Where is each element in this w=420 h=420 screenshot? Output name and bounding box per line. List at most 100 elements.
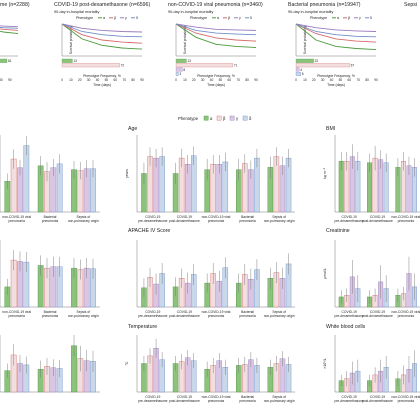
bar-delta bbox=[23, 145, 30, 213]
bar-category-label: COVID-19 pre-dexamethasone bbox=[138, 215, 167, 223]
km-legend-title: Phenotype bbox=[310, 16, 327, 20]
freq-bar bbox=[295, 72, 301, 76]
km-title: non-COVID-19 viral pneumonia (n=3460) bbox=[168, 2, 263, 8]
bar-category-label: non-COVID-19 viral pneumonia bbox=[2, 310, 31, 318]
km-xtick: 90 bbox=[8, 78, 12, 82]
km-legend-label: δ bbox=[250, 16, 252, 20]
bar-category-label: non-COVID-19 viral pneumonia bbox=[202, 395, 231, 403]
freq-bar bbox=[295, 58, 314, 63]
km-xlabel: Time (days) bbox=[207, 83, 225, 87]
freq-bar bbox=[175, 58, 187, 63]
freq-bar bbox=[61, 58, 73, 63]
bar-category-label: COVID-19 pre-dexamethasone bbox=[138, 395, 167, 403]
freq-label: 6 bbox=[302, 72, 304, 76]
bar-category-label: COVID-19 post-dexamethasone bbox=[362, 215, 393, 223]
km-curve-beta bbox=[295, 23, 377, 43]
bar-panel-title: Temperature bbox=[128, 324, 157, 330]
bar-category-label: Bacterial pneumonia bbox=[239, 310, 255, 318]
legend-label: β bbox=[223, 116, 226, 121]
freq-label: 3 bbox=[179, 72, 181, 76]
legend-swatch bbox=[203, 115, 209, 121]
bar-category-label: non-COVID-19 viral pneumonia bbox=[391, 310, 420, 318]
km-xlabel: Time (days) bbox=[93, 83, 111, 87]
bar-category-label: Bacterial pneumonia bbox=[42, 310, 58, 318]
km-xtick: 90 bbox=[140, 78, 144, 82]
km-curve-gamma bbox=[61, 23, 143, 33]
km-xtick: 40 bbox=[96, 78, 100, 82]
freq-bar bbox=[175, 63, 233, 68]
bar-category-label: non-COVID-19 viral pneumonia bbox=[391, 215, 420, 223]
bar-category-label: non-COVID-19 viral pneumonia bbox=[202, 215, 231, 223]
km-curve-beta bbox=[61, 23, 143, 44]
km-curve-alpha bbox=[0, 30, 19, 35]
legend-label: δ bbox=[249, 116, 252, 121]
km-xtick: 80 bbox=[365, 78, 369, 82]
bar-ylabel: kg m⁻² bbox=[323, 167, 327, 179]
freq-bar bbox=[295, 63, 350, 68]
km-xtick: 0 bbox=[295, 78, 297, 82]
km-curve-alpha bbox=[175, 23, 257, 48]
km-xtick: 50 bbox=[105, 78, 109, 82]
km-xtick: 30 bbox=[201, 78, 205, 82]
bar-ylabel: °C bbox=[125, 361, 129, 365]
legend-title: Phenotype bbox=[178, 116, 199, 121]
km-legend-label: γ bbox=[239, 16, 241, 20]
bar-category-label: Sepsis of non-pulmonary origin bbox=[264, 395, 295, 403]
freq-label: 13 bbox=[73, 59, 77, 63]
bar-panel-title: White blood cells bbox=[326, 324, 366, 330]
km-title: Bacterial pneumonia (n=19947) bbox=[288, 2, 361, 8]
km-xtick: 90 bbox=[254, 78, 258, 82]
km-subtitle: 90-day in-hospital mortality bbox=[168, 10, 213, 14]
bar-category-label: non-COVID-19 viral pneumonia bbox=[391, 395, 420, 403]
km-curve-delta bbox=[0, 27, 19, 29]
freq-bar bbox=[0, 58, 8, 63]
freq-label: 8 bbox=[183, 68, 185, 72]
km-xtick: 30 bbox=[321, 78, 325, 82]
km-xtick: 50 bbox=[339, 78, 343, 82]
freq-bar bbox=[175, 72, 179, 76]
km-xtick: 10 bbox=[303, 78, 307, 82]
freq-bar bbox=[61, 63, 120, 68]
legend-swatch bbox=[216, 115, 222, 121]
km-legend-title: Phenotype bbox=[190, 16, 207, 20]
freq-axis-label: Phenotype Frequency, % bbox=[83, 74, 121, 78]
km-xtick: 0 bbox=[61, 78, 63, 82]
km-curve-beta bbox=[175, 23, 257, 42]
bar-panel-title: APACHE IV Score bbox=[128, 228, 170, 234]
km-legend-label: β bbox=[114, 16, 116, 20]
km-xtick: 20 bbox=[312, 78, 316, 82]
km-legend-label: α bbox=[103, 16, 105, 20]
bar-category-label: COVID-19 pre-dexamethasone bbox=[335, 310, 364, 318]
bar-category-label: non-COVID-19 viral pneumonia bbox=[2, 215, 31, 223]
freq-axis-label: Phenotype Frequency, % bbox=[197, 74, 235, 78]
km-xtick: 80 bbox=[0, 78, 3, 82]
legend-label: α bbox=[210, 116, 213, 121]
bar-category-label: COVID-19 post-dexamethasone bbox=[169, 310, 200, 318]
bar-category-label: Sepsis of non-pulmonary origin bbox=[264, 310, 295, 318]
bar-panel-title: BMI bbox=[326, 126, 335, 132]
km-curve-delta bbox=[175, 23, 257, 36]
km-xtick: 70 bbox=[356, 78, 360, 82]
km-curve-delta bbox=[61, 23, 143, 38]
km-legend-label: α bbox=[217, 16, 219, 20]
freq-label: 13 bbox=[187, 59, 191, 63]
bar-category-label: COVID-19 post-dexamethasone bbox=[362, 310, 393, 318]
legend-swatch bbox=[229, 115, 235, 121]
km-curve-alpha bbox=[295, 23, 377, 51]
km-xlabel: Time (days) bbox=[327, 83, 345, 87]
km-legend-label: δ bbox=[370, 16, 372, 20]
km-subtitle: 90-day in-hospital mortality bbox=[288, 10, 333, 14]
km-legend-label: δ bbox=[136, 16, 138, 20]
freq-label: 4 bbox=[300, 68, 302, 72]
bar-category-label: COVID-19 pre-dexamethasone bbox=[138, 310, 167, 318]
km-curve-gamma bbox=[295, 23, 377, 32]
freq-bar bbox=[295, 67, 300, 72]
bar-category-label: Sepsis of non-pulmonary origin bbox=[264, 215, 295, 223]
freq-label: 71 bbox=[234, 63, 238, 67]
bar-ylabel: years bbox=[125, 169, 129, 178]
freq-bar bbox=[175, 67, 183, 72]
legend-swatch bbox=[242, 115, 248, 121]
bar-ylabel: μmol/L bbox=[323, 268, 327, 279]
bar-category-label: Bacterial pneumonia bbox=[239, 395, 255, 403]
km-legend-label: γ bbox=[125, 16, 127, 20]
